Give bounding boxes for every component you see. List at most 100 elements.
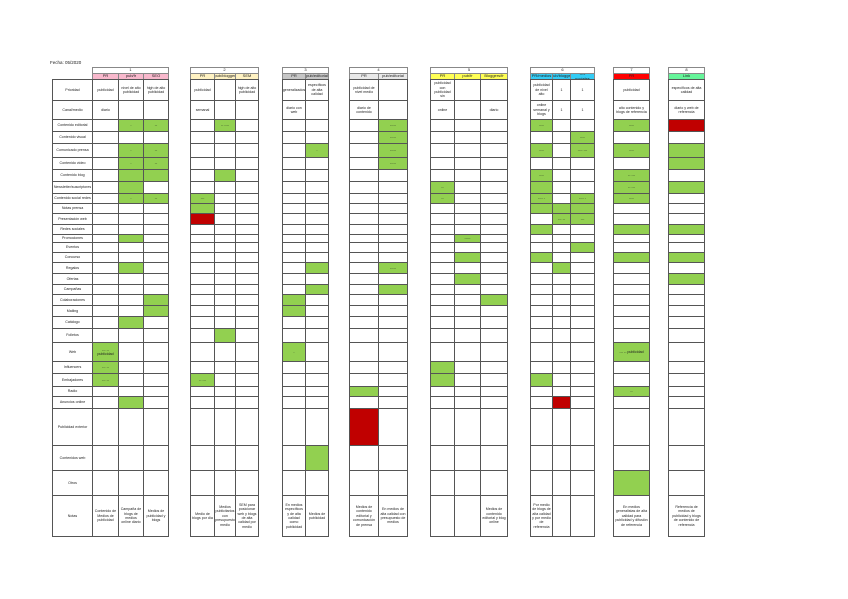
table-cell[interactable] bbox=[349, 143, 379, 158]
table-cell[interactable] bbox=[235, 470, 259, 496]
table-cell[interactable] bbox=[235, 143, 259, 158]
table-cell[interactable]: Medios de contenido editorial y comunica… bbox=[349, 495, 379, 537]
table-cell[interactable] bbox=[454, 79, 481, 101]
table-cell[interactable]: 1 bbox=[570, 79, 595, 101]
table-cell[interactable] bbox=[214, 100, 236, 120]
table-cell[interactable] bbox=[668, 408, 705, 446]
table-cell[interactable]: Medios de publicidad bbox=[305, 495, 329, 537]
table-cell[interactable]: SEM para posicionar web y blogs de alta … bbox=[235, 495, 259, 537]
table-cell[interactable] bbox=[143, 328, 169, 343]
table-cell[interactable] bbox=[190, 408, 215, 446]
table-cell[interactable] bbox=[214, 408, 236, 446]
table-cell[interactable] bbox=[552, 342, 571, 362]
table-cell[interactable] bbox=[214, 445, 236, 471]
table-cell[interactable] bbox=[570, 373, 595, 387]
table-cell[interactable] bbox=[454, 100, 481, 120]
table-cell[interactable] bbox=[552, 373, 571, 387]
table-cell[interactable] bbox=[552, 445, 571, 471]
table-cell[interactable] bbox=[143, 373, 169, 387]
table-cell[interactable]: diario con web bbox=[282, 100, 306, 120]
table-cell[interactable] bbox=[430, 143, 455, 158]
table-cell[interactable] bbox=[668, 328, 705, 343]
table-cell[interactable] bbox=[430, 342, 455, 362]
table-cell[interactable]: publicidad bbox=[613, 79, 650, 101]
table-cell[interactable] bbox=[349, 342, 379, 362]
table-cell[interactable] bbox=[282, 373, 306, 387]
table-cell[interactable] bbox=[305, 408, 329, 446]
table-cell[interactable] bbox=[480, 143, 508, 158]
table-cell[interactable]: high de alto publicidad bbox=[143, 79, 169, 101]
table-cell[interactable]: Medio de blogs por día bbox=[190, 495, 215, 537]
table-cell[interactable] bbox=[214, 143, 236, 158]
table-cell[interactable] bbox=[118, 342, 144, 362]
table-cell[interactable] bbox=[454, 445, 481, 471]
table-cell[interactable]: 1 bbox=[570, 100, 595, 120]
table-cell[interactable] bbox=[282, 143, 306, 158]
table-cell[interactable] bbox=[235, 373, 259, 387]
table-cell[interactable] bbox=[570, 328, 595, 343]
table-cell[interactable] bbox=[143, 445, 169, 471]
table-cell[interactable]: nivel de alto publicidad bbox=[118, 79, 144, 101]
table-cell[interactable]: diario bbox=[480, 100, 508, 120]
table-cell[interactable] bbox=[92, 143, 119, 158]
table-cell[interactable]: publicidad de nivel alto bbox=[530, 79, 553, 101]
table-cell[interactable]: 1 bbox=[552, 100, 571, 120]
table-cell[interactable] bbox=[118, 408, 144, 446]
table-cell[interactable] bbox=[214, 342, 236, 362]
table-cell[interactable] bbox=[570, 445, 595, 471]
table-cell[interactable] bbox=[530, 408, 553, 446]
table-cell[interactable]: Por medio de blogs de alta calidad y por… bbox=[530, 495, 553, 537]
table-cell[interactable] bbox=[480, 445, 508, 471]
table-cell[interactable] bbox=[305, 470, 329, 496]
table-cell[interactable]: online bbox=[430, 100, 455, 120]
table-cell[interactable] bbox=[613, 408, 650, 446]
table-cell[interactable] bbox=[430, 470, 455, 496]
table-cell[interactable] bbox=[305, 342, 329, 362]
table-cell[interactable]: Medios publicitarios con presupuesto med… bbox=[214, 495, 236, 537]
table-cell[interactable] bbox=[378, 79, 408, 101]
table-cell-green[interactable] bbox=[530, 373, 553, 387]
table-cell[interactable] bbox=[668, 470, 705, 496]
table-cell-green[interactable]: - bbox=[305, 143, 329, 158]
table-cell-green[interactable] bbox=[305, 445, 329, 471]
table-cell[interactable] bbox=[454, 328, 481, 343]
table-cell[interactable]: Referencia de medios de publicidad y blo… bbox=[668, 495, 705, 537]
table-cell[interactable] bbox=[454, 342, 481, 362]
table-cell[interactable] bbox=[480, 79, 508, 101]
table-cell[interactable] bbox=[235, 100, 259, 120]
table-cell-green[interactable]: - bbox=[118, 143, 144, 158]
table-cell[interactable]: específicos de alta calidad bbox=[668, 79, 705, 101]
table-cell[interactable] bbox=[305, 100, 329, 120]
table-cell[interactable]: publicidad bbox=[190, 79, 215, 101]
table-cell[interactable] bbox=[349, 445, 379, 471]
table-cell[interactable] bbox=[143, 470, 169, 496]
table-cell[interactable] bbox=[143, 342, 169, 362]
table-cell[interactable] bbox=[378, 100, 408, 120]
table-cell[interactable] bbox=[305, 328, 329, 343]
table-cell[interactable]: online semanal y blogs bbox=[530, 100, 553, 120]
table-cell[interactable]: generalizados bbox=[282, 79, 306, 101]
table-cell[interactable] bbox=[552, 495, 571, 537]
table-cell[interactable]: publicidad con publicidad sin bbox=[430, 79, 455, 101]
table-cell[interactable] bbox=[668, 342, 705, 362]
table-cell[interactable] bbox=[480, 408, 508, 446]
table-cell[interactable]: específicos de alta calidad bbox=[305, 79, 329, 101]
table-cell[interactable]: publicidad de nivel medio bbox=[349, 79, 379, 101]
table-cell[interactable] bbox=[143, 408, 169, 446]
table-cell[interactable]: diario y web de referencia bbox=[668, 100, 705, 120]
table-cell[interactable] bbox=[530, 328, 553, 343]
table-cell[interactable] bbox=[143, 100, 169, 120]
table-cell[interactable]: Contenido de Medios de publicidad bbox=[92, 495, 119, 537]
table-cell-green[interactable]: - bbox=[282, 342, 306, 362]
table-cell[interactable] bbox=[530, 445, 553, 471]
table-cell-green[interactable] bbox=[214, 328, 236, 343]
table-cell[interactable] bbox=[190, 342, 215, 362]
table-cell[interactable] bbox=[92, 445, 119, 471]
table-cell-green[interactable]: --- -- publicidad bbox=[613, 342, 650, 362]
table-cell[interactable]: diario de contenido bbox=[349, 100, 379, 120]
table-cell-green[interactable]: ---- --- bbox=[570, 143, 595, 158]
table-cell[interactable] bbox=[214, 79, 236, 101]
table-cell[interactable] bbox=[235, 445, 259, 471]
table-cell-green[interactable]: ---- bbox=[613, 143, 650, 158]
table-cell[interactable] bbox=[235, 328, 259, 343]
